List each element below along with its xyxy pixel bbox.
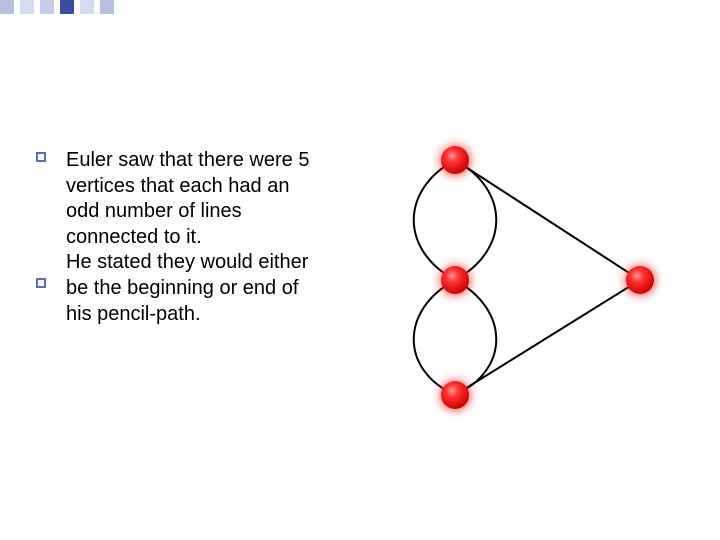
graph-node — [441, 381, 469, 409]
graph-node — [626, 266, 654, 294]
body-text-block: Euler saw that there were 5 vertices tha… — [66, 148, 326, 327]
graph-svg — [360, 120, 680, 440]
decor-square — [60, 0, 74, 14]
graph-edge — [455, 280, 496, 395]
bullet-icon — [36, 278, 50, 292]
decor-square — [100, 0, 114, 14]
graph-edge — [455, 280, 640, 395]
graph-nodes — [441, 146, 654, 409]
graph-edge — [414, 160, 455, 280]
konigsberg-graph — [360, 120, 680, 440]
decor-square — [0, 0, 14, 14]
decor-squares-row — [0, 0, 120, 14]
graph-node — [441, 266, 469, 294]
decor-square — [40, 0, 54, 14]
paragraph-2: He stated they would either be the begin… — [66, 250, 326, 327]
graph-edge — [455, 160, 640, 280]
bullet-icon — [36, 152, 50, 166]
graph-node — [441, 146, 469, 174]
decor-square — [20, 0, 34, 14]
graph-edge — [455, 160, 496, 280]
decor-square — [80, 0, 94, 14]
graph-edge — [414, 280, 455, 395]
paragraph-1: Euler saw that there were 5 vertices tha… — [66, 148, 326, 250]
